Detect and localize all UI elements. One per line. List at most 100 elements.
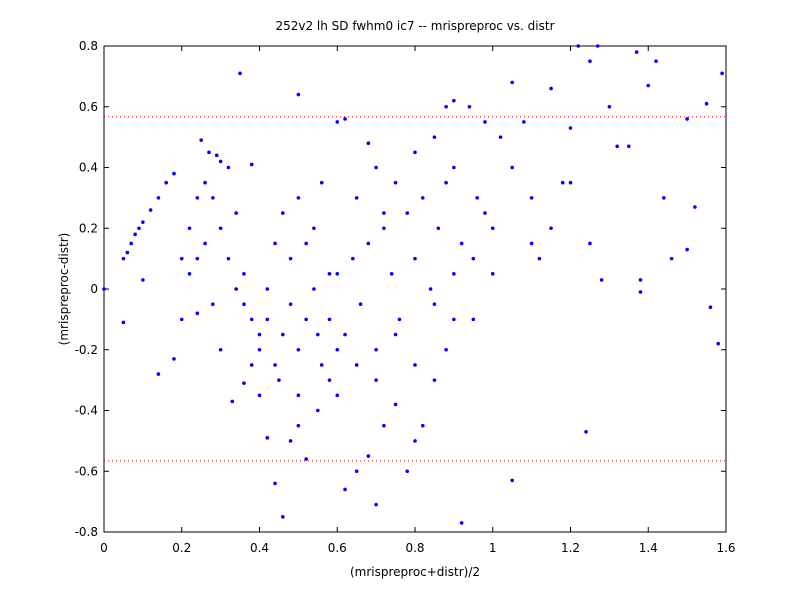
point [312, 287, 316, 291]
point [374, 165, 378, 170]
point [249, 162, 254, 167]
point [537, 256, 542, 261]
x-tick-label: 1.2 [561, 541, 580, 555]
point [382, 423, 386, 428]
point [304, 317, 308, 322]
point [234, 211, 238, 215]
x-tick-label: 0.2 [172, 541, 191, 555]
point [203, 180, 207, 185]
point [588, 59, 592, 63]
point [199, 138, 203, 142]
point [568, 180, 573, 185]
y-tick-label: 0.6 [79, 100, 98, 114]
y-tick-label: 0.8 [79, 39, 98, 53]
point [218, 159, 223, 164]
point [374, 378, 378, 382]
point [471, 317, 476, 322]
point [304, 457, 308, 461]
point [595, 44, 600, 48]
x-tick-label: 1 [489, 541, 497, 555]
point [662, 196, 666, 200]
y-tick-label: 0.4 [79, 161, 98, 175]
point [125, 250, 130, 255]
point [549, 86, 553, 91]
point [584, 429, 588, 434]
point [490, 272, 495, 276]
point [669, 256, 674, 261]
point [335, 393, 340, 398]
point [102, 287, 106, 291]
point [413, 150, 417, 155]
point [335, 347, 340, 352]
point [304, 241, 308, 246]
point [141, 278, 145, 282]
point [436, 226, 441, 231]
y-tick-label: -0.4 [75, 404, 98, 418]
point [358, 302, 363, 306]
y-tick-label: -0.8 [75, 525, 98, 539]
point [510, 80, 514, 85]
point [172, 171, 176, 176]
point [156, 372, 161, 376]
point [234, 287, 238, 291]
point [452, 317, 456, 322]
point [432, 135, 437, 139]
point [273, 481, 277, 486]
point [354, 469, 359, 474]
point [316, 332, 320, 337]
point [327, 378, 332, 382]
point [444, 104, 448, 109]
point [273, 241, 277, 246]
point [335, 120, 340, 124]
point [281, 332, 285, 337]
point [172, 357, 176, 361]
y-tick-label: 0.2 [79, 221, 98, 235]
point [693, 205, 697, 209]
point [319, 363, 324, 367]
point [296, 347, 301, 352]
point [549, 226, 553, 231]
point [599, 278, 604, 282]
point [335, 272, 340, 276]
point [510, 478, 514, 483]
point [265, 317, 270, 322]
point [137, 226, 141, 231]
point [459, 241, 464, 246]
point [296, 92, 301, 97]
point [382, 211, 386, 215]
point [249, 317, 254, 322]
point [704, 101, 709, 106]
point [708, 305, 713, 310]
point [432, 378, 437, 382]
point [638, 278, 643, 282]
point [405, 211, 410, 215]
point [141, 220, 145, 224]
point [452, 98, 456, 103]
point [716, 341, 721, 346]
point [576, 44, 581, 48]
point [634, 50, 639, 54]
x-tick-label: 0.8 [405, 541, 424, 555]
point [393, 180, 398, 185]
point [420, 196, 425, 200]
point [607, 104, 612, 109]
point [498, 135, 503, 139]
point [627, 144, 631, 149]
point [273, 363, 277, 367]
point [393, 332, 398, 337]
point [413, 439, 417, 443]
point [389, 272, 394, 276]
point [588, 241, 592, 246]
point [296, 196, 301, 200]
point [366, 141, 371, 145]
x-tick-label: 0.4 [250, 541, 269, 555]
point [354, 196, 359, 200]
point [218, 226, 223, 231]
point [483, 211, 487, 215]
point [249, 363, 254, 367]
point [490, 226, 495, 231]
point [720, 71, 724, 76]
point [444, 180, 448, 185]
x-tick-label: 0.6 [328, 541, 347, 555]
